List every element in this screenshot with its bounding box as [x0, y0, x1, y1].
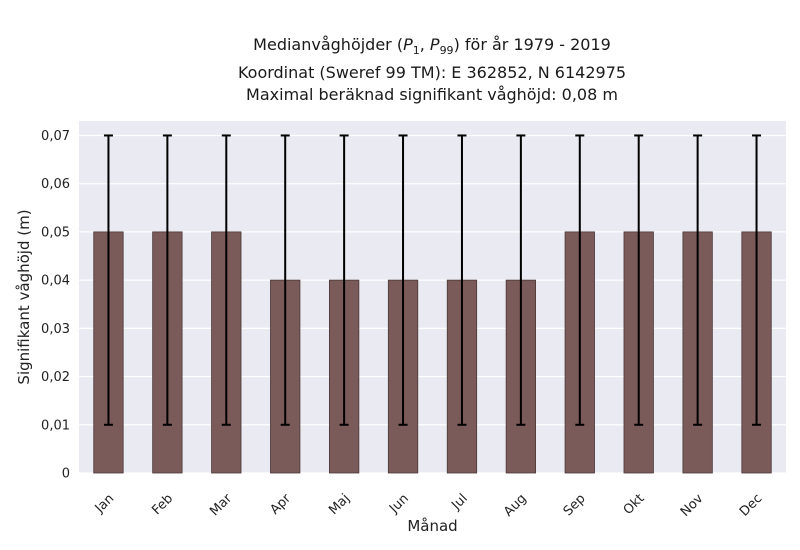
x-tick-label: Sep: [561, 491, 589, 519]
y-tick-label: 0,03: [41, 322, 70, 337]
x-axis-label: Månad: [407, 517, 457, 535]
x-tick-label: Okt: [621, 491, 648, 518]
x-tick-label: Jun: [386, 491, 412, 517]
x-tick-label: Nov: [678, 491, 707, 520]
x-tick-label: Aug: [501, 491, 530, 520]
y-tick-label: 0,01: [41, 418, 70, 433]
x-tick-label: Mar: [207, 491, 235, 519]
y-axis-label: Signifikant våghöjd (m): [15, 209, 33, 384]
y-tick-label: 0,07: [41, 129, 70, 144]
y-tick-label: 0: [62, 467, 70, 482]
x-tick-label: Jan: [92, 491, 117, 516]
chart-title-line-2: Koordinat (Sweref 99 TM): E 362852, N 61…: [237, 63, 627, 83]
x-axis-ticks: Jan Feb Mar Apr Maj Jun Jul Aug Sep Okt Nov Dec: [92, 491, 766, 520]
x-tick-label: Maj: [326, 491, 353, 518]
error-bars: [103, 134, 762, 426]
x-tick-label: Dec: [737, 491, 765, 519]
x-tick-label: Jul: [448, 491, 470, 513]
chart-title-line-1: Medianvåghöjder (P1, P99) för år 1979 - …: [253, 35, 611, 58]
y-tick-label: 0,04: [41, 274, 70, 289]
x-tick-label: Feb: [149, 491, 176, 518]
x-tick-label: Apr: [268, 491, 295, 518]
plot-area: [79, 121, 786, 473]
grid-lines: [79, 134, 786, 474]
chart-title: Medianvåghöjder (P1, P99) för år 1979 - …: [0, 34, 800, 106]
y-tick-label: 0,05: [41, 225, 70, 240]
y-axis-ticks: 0 0,01 0,02 0,03 0,04 0,05 0,06 0,07: [41, 129, 70, 482]
y-tick-label: 0,02: [41, 370, 70, 385]
y-tick-label: 0,06: [41, 177, 70, 192]
chart-title-line-3: Maximal beräknad signifikant våghöjd: 0,…: [246, 85, 618, 105]
